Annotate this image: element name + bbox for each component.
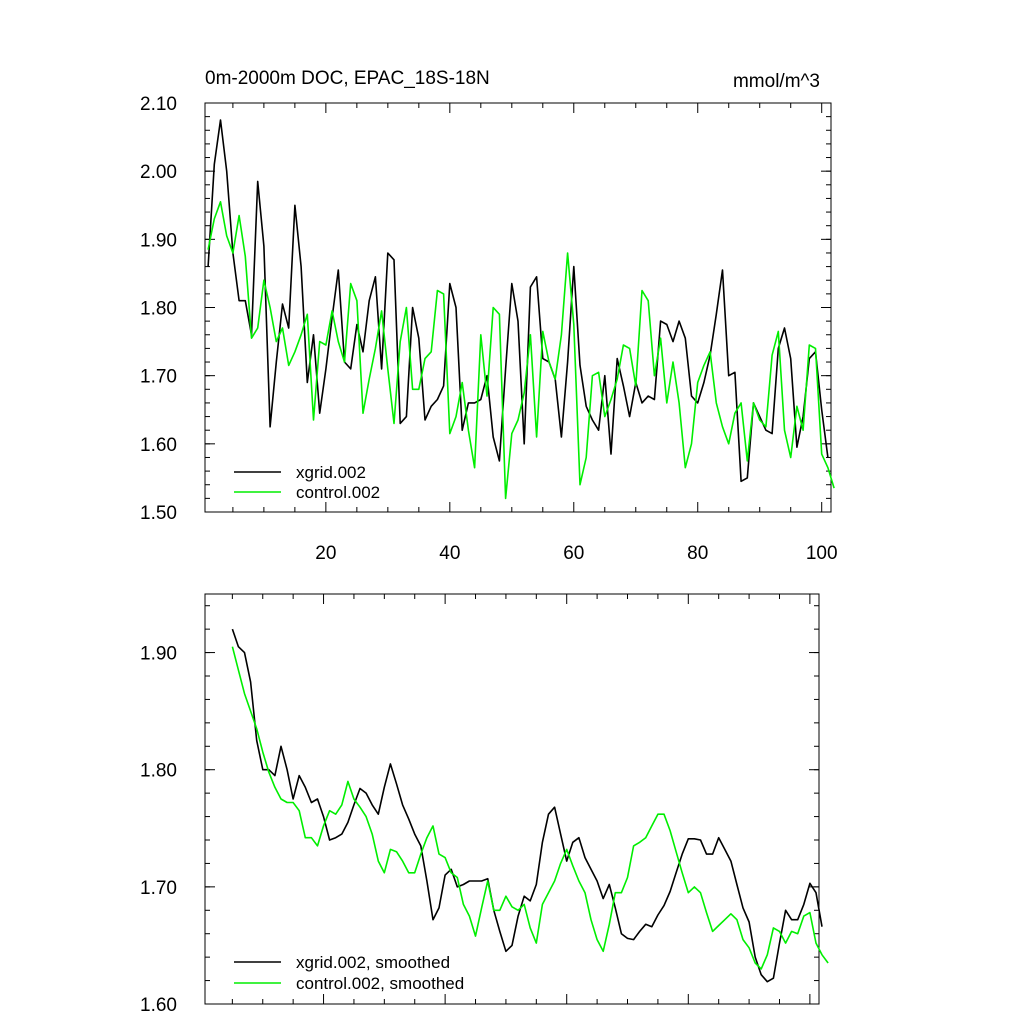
- series-line-1: [207, 119, 829, 483]
- x-tick-label: 40: [439, 543, 460, 564]
- chart-panel-2: 1.60 1.70 1.80 1.90 xgrid.002, smoothed contr…: [140, 593, 829, 1016]
- y-tick-label: 1.60: [140, 435, 177, 456]
- y-tick-label: 1.90: [140, 230, 177, 251]
- y-tick-label: 2.10: [140, 94, 177, 115]
- chart-title: 0m-2000m DOC, EPAC_18S-18N: [205, 68, 490, 89]
- series-line-2: [231, 646, 829, 970]
- series-line-1: [231, 628, 823, 983]
- legend-label: xgrid.002: [296, 463, 366, 482]
- x-tick-label: 80: [687, 543, 708, 564]
- y-tick-label: 1.80: [140, 761, 177, 782]
- y-tick-label: 1.80: [140, 299, 177, 320]
- units-label: mmol/m^3: [733, 71, 820, 92]
- series-line-2: [207, 201, 835, 500]
- y-tick-label: 1.50: [140, 503, 177, 524]
- plot-frame: [204, 593, 820, 1005]
- chart-panel-1: 1.50 1.60 1.70 1.80 1.90 2.00 2.10 20 40 60 80 100 0…: [140, 68, 838, 564]
- plot-frame: [204, 102, 832, 513]
- x-tick-label: 20: [315, 543, 336, 564]
- legend-label: control.002: [296, 483, 380, 502]
- legend-label: control.002, smoothed: [296, 974, 464, 993]
- y-tick-label: 1.70: [140, 878, 177, 899]
- y-tick-label: 1.70: [140, 367, 177, 388]
- x-tick-label: 100: [806, 543, 838, 564]
- y-tick-label: 1.60: [140, 995, 177, 1016]
- x-tick-label: 60: [563, 543, 584, 564]
- y-tick-label: 1.90: [140, 644, 177, 665]
- y-tick-label: 2.00: [140, 162, 177, 183]
- legend-label: xgrid.002, smoothed: [296, 953, 450, 972]
